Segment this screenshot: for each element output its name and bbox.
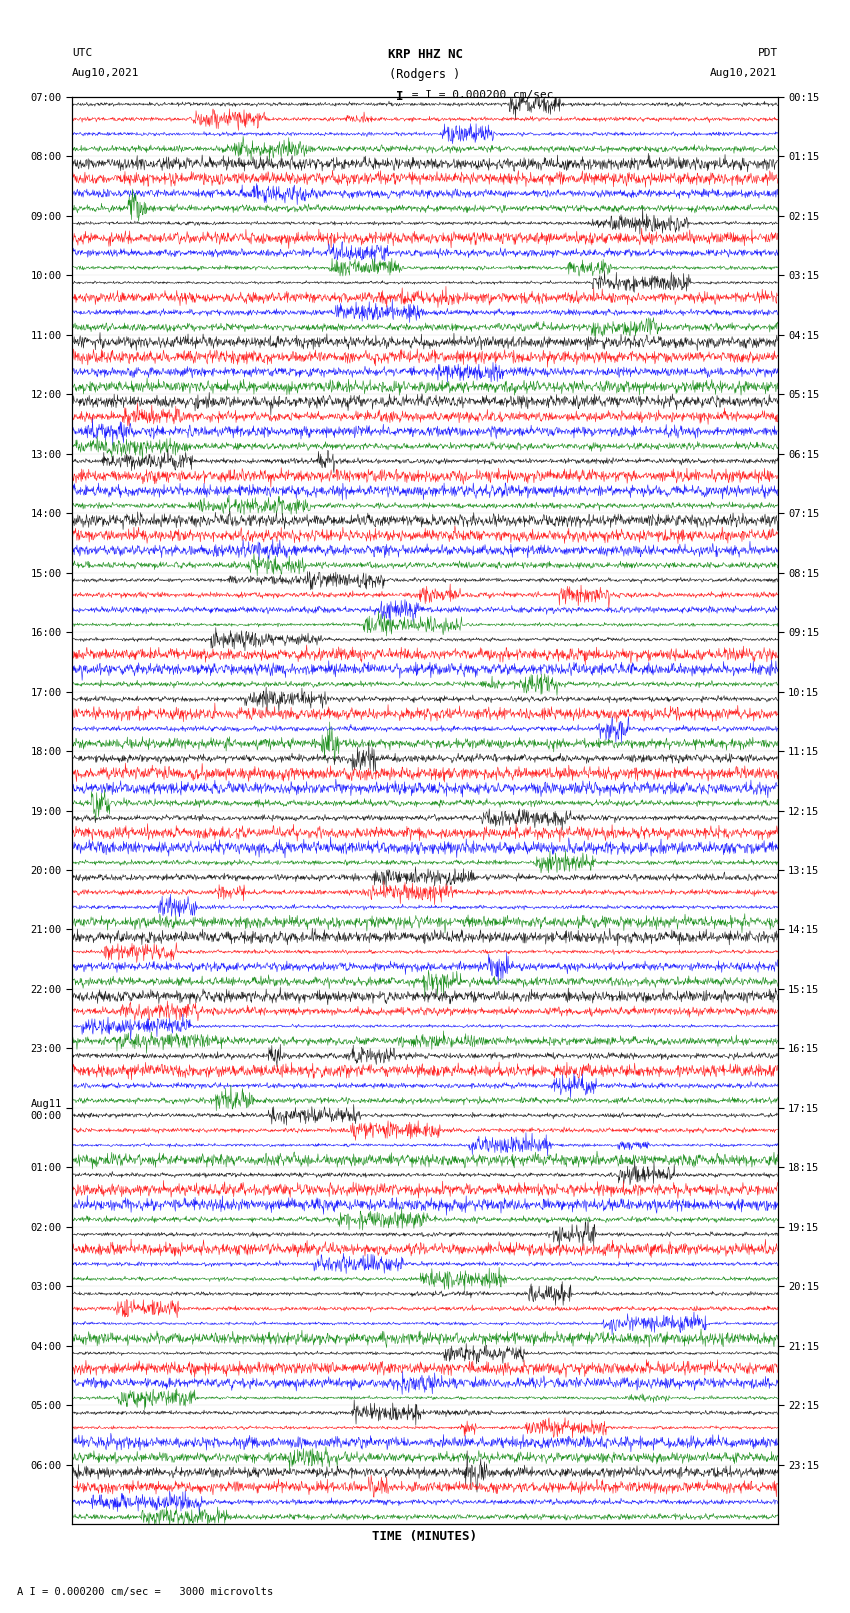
- Text: KRP HHZ NC: KRP HHZ NC: [388, 48, 462, 61]
- Text: = I = 0.000200 cm/sec: = I = 0.000200 cm/sec: [405, 90, 554, 100]
- Text: (Rodgers ): (Rodgers ): [389, 68, 461, 81]
- Text: Aug10,2021: Aug10,2021: [711, 68, 778, 77]
- Text: PDT: PDT: [757, 48, 778, 58]
- Text: UTC: UTC: [72, 48, 93, 58]
- Text: Aug10,2021: Aug10,2021: [72, 68, 139, 77]
- Text: I: I: [396, 90, 404, 103]
- X-axis label: TIME (MINUTES): TIME (MINUTES): [372, 1529, 478, 1544]
- Text: A I = 0.000200 cm/sec =   3000 microvolts: A I = 0.000200 cm/sec = 3000 microvolts: [17, 1587, 273, 1597]
